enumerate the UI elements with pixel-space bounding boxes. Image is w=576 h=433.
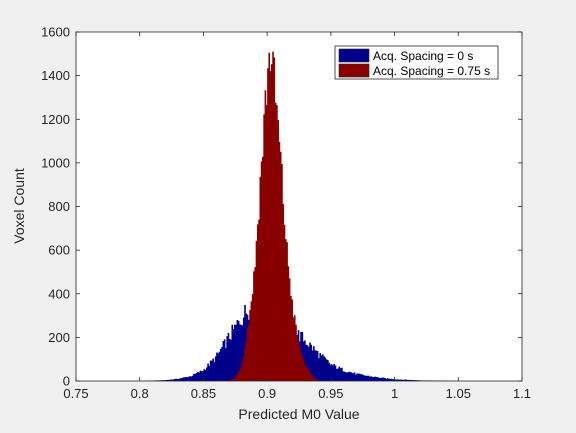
legend-swatch-series-1 xyxy=(339,64,369,77)
y-tick-label: 1400 xyxy=(41,68,70,83)
y-tick-label: 1600 xyxy=(41,25,70,40)
x-tick-label: 0.85 xyxy=(191,386,216,401)
x-tick-label: 1 xyxy=(391,386,398,401)
legend-label-series-1: Acq. Spacing = 0.75 s xyxy=(373,64,490,78)
y-axis-label: Voxel Count xyxy=(11,168,27,244)
x-tick-label: 1.1 xyxy=(513,386,531,401)
legend: Acq. Spacing = 0 s Acq. Spacing = 0.75 s xyxy=(335,46,498,79)
x-tick-label: 1.05 xyxy=(446,386,471,401)
x-tick-label: 0.9 xyxy=(258,386,276,401)
y-tick-label: 800 xyxy=(48,199,70,214)
x-tick-label: 0.95 xyxy=(318,386,343,401)
y-tick-label: 1200 xyxy=(41,112,70,127)
plot-area xyxy=(76,32,522,381)
y-tick-label: 0 xyxy=(63,374,70,389)
y-tick-label: 1000 xyxy=(41,155,70,170)
x-axis-label: Predicted M0 Value xyxy=(238,406,359,422)
y-tick-label: 600 xyxy=(48,243,70,258)
y-tick-label: 400 xyxy=(48,286,70,301)
y-tick-label: 200 xyxy=(48,330,70,345)
legend-label-series-0: Acq. Spacing = 0 s xyxy=(373,49,473,63)
x-tick-label: 0.8 xyxy=(131,386,149,401)
legend-swatch-series-0 xyxy=(339,49,369,62)
